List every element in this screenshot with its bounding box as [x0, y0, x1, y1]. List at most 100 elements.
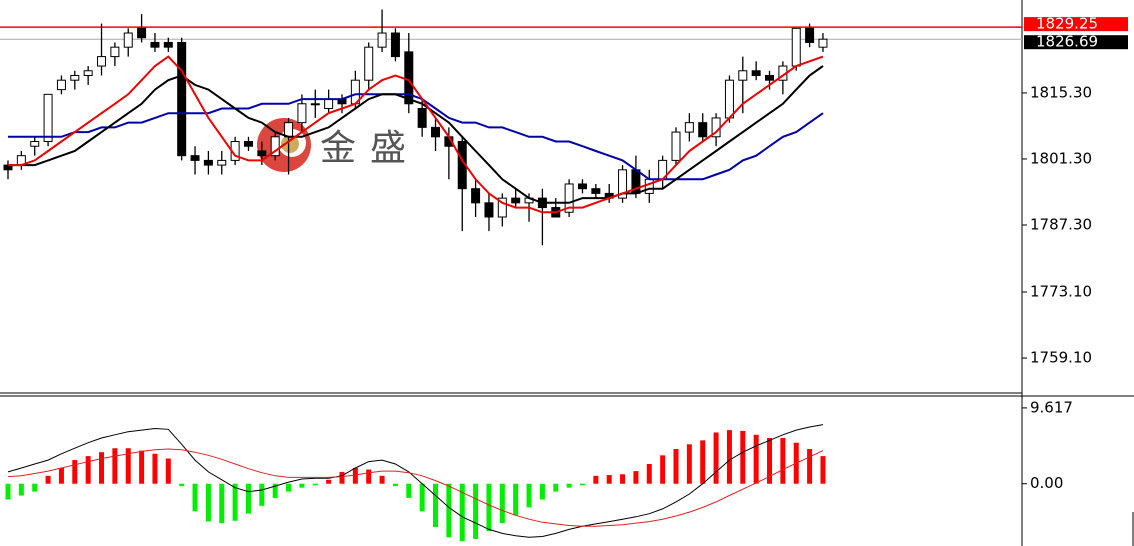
candle-body: [56, 79, 66, 91]
candle-body: [671, 131, 681, 161]
candle-body: [417, 107, 427, 128]
candle-body: [177, 41, 187, 157]
histogram-bar: [726, 430, 732, 484]
histogram-bar: [152, 453, 158, 484]
candle-body: [43, 93, 53, 143]
histogram-bar: [352, 467, 358, 484]
indicator-line: [8, 93, 824, 181]
candle-body: [390, 32, 400, 58]
histogram-bar: [566, 483, 572, 488]
candle-body: [163, 41, 173, 48]
y-tick-label: 9.617: [1030, 398, 1073, 416]
histogram-bar: [419, 483, 425, 512]
y-tick-label: 1787.30: [1030, 216, 1092, 234]
histogram-bar: [366, 469, 372, 484]
candle-body: [698, 122, 708, 138]
y-tick-label: 0.00: [1030, 474, 1063, 492]
candle-body: [150, 41, 160, 48]
candle-body: [243, 141, 253, 147]
histogram-bar: [820, 456, 826, 484]
candle-body: [818, 38, 828, 48]
histogram-bar: [713, 432, 719, 484]
candle-body: [738, 70, 748, 81]
histogram-bar: [45, 475, 51, 484]
histogram-bar: [85, 456, 91, 484]
candle-body: [377, 32, 387, 48]
histogram-bar: [740, 430, 746, 484]
histogram-bar: [446, 483, 452, 538]
histogram-bar: [526, 483, 532, 508]
histogram-bar: [259, 483, 265, 506]
histogram-bar: [633, 471, 639, 484]
candle-body: [324, 98, 334, 109]
histogram-bar: [379, 475, 385, 484]
candle-body: [297, 103, 307, 124]
histogram-bar: [606, 475, 612, 484]
price-label: 1829.25: [1036, 15, 1098, 33]
histogram-bar: [673, 449, 679, 484]
candle-body: [30, 141, 40, 147]
histogram-bar: [32, 483, 38, 492]
price-label-box: [1024, 35, 1128, 50]
candle-body: [805, 27, 815, 43]
candle-body: [431, 126, 441, 138]
histogram-bar: [58, 467, 64, 484]
watermark: 金盛: [320, 128, 420, 169]
histogram-bar: [72, 460, 78, 484]
histogram-bar: [245, 483, 251, 514]
candle-body: [684, 122, 694, 133]
candle-body: [724, 79, 734, 119]
histogram-bar: [125, 448, 131, 484]
candle-body: [751, 70, 761, 76]
histogram-bar: [192, 483, 198, 512]
histogram-bar: [99, 452, 105, 484]
histogram-bar: [499, 483, 505, 524]
candle-body: [137, 27, 147, 39]
histogram-bar: [807, 449, 813, 484]
indicator-line: [8, 65, 824, 204]
histogram-bar: [473, 483, 479, 539]
candle-body: [564, 183, 574, 213]
candle-body: [765, 74, 775, 81]
candle-body: [591, 188, 601, 194]
price-label: 1826.69: [1036, 33, 1098, 51]
candle-body: [97, 56, 107, 67]
histogram-bar: [660, 455, 666, 484]
candle-body: [471, 188, 481, 204]
candle-body: [284, 122, 294, 138]
histogram-bar: [459, 483, 465, 542]
histogram-bar: [539, 483, 545, 500]
histogram-bar: [112, 448, 118, 484]
candle-body: [110, 46, 120, 58]
histogram-bar: [272, 483, 278, 498]
histogram-bar: [179, 483, 185, 487]
candle-body: [217, 159, 227, 166]
histogram-bar: [553, 483, 559, 492]
indicator-line: [7, 448, 824, 527]
histogram-bar: [205, 483, 211, 522]
candle-body: [270, 136, 280, 157]
histogram-bar: [326, 479, 332, 484]
histogram-bar: [646, 464, 652, 484]
histogram-bar: [513, 483, 519, 516]
histogram-bar: [5, 483, 11, 500]
candle-body: [511, 197, 521, 204]
candle-body: [644, 178, 654, 194]
histogram-bar: [392, 483, 398, 487]
histogram-bar: [339, 471, 345, 484]
y-tick-label: 1759.10: [1030, 349, 1092, 367]
histogram-bar: [286, 483, 292, 492]
histogram-bar: [686, 444, 692, 484]
candle-body: [791, 27, 801, 67]
candle-body: [577, 183, 587, 190]
histogram-bar: [433, 483, 439, 528]
histogram-bar: [299, 483, 305, 488]
candle-body: [364, 46, 374, 81]
candle-body: [190, 155, 200, 161]
indicator-line: [8, 55, 824, 214]
histogram-bar: [139, 450, 145, 484]
histogram-bar: [767, 437, 773, 484]
candle-body: [310, 103, 320, 106]
